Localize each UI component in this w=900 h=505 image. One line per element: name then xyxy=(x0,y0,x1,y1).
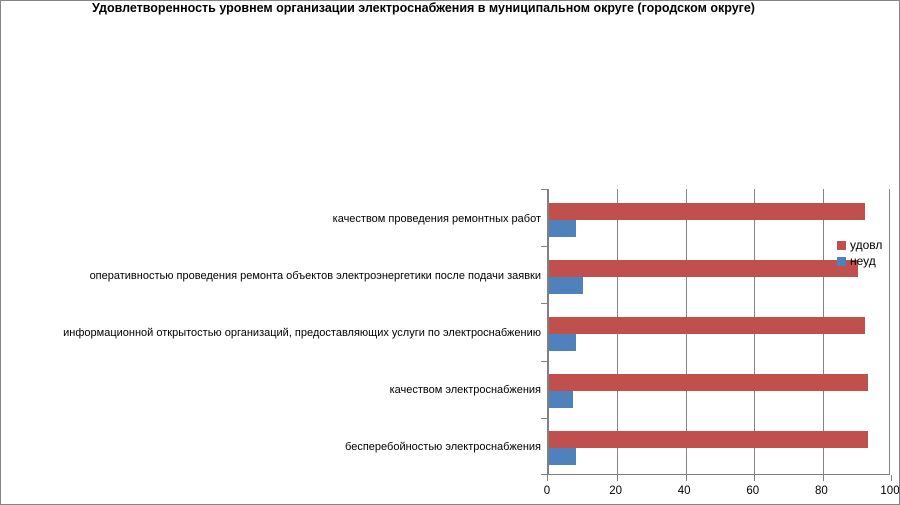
x-axis-tick-20 xyxy=(617,475,619,481)
x-axis-label-80: 80 xyxy=(814,485,828,497)
bar-неуд-category-3 xyxy=(549,333,577,351)
bar-удовл-category-5 xyxy=(549,431,868,449)
x-axis-label-40: 40 xyxy=(677,485,691,497)
x-axis-tick-0 xyxy=(547,475,548,481)
x-axis-label-0: 0 xyxy=(543,485,551,497)
x-axis-label-100: 100 xyxy=(880,485,900,497)
category-axis-tick xyxy=(541,303,548,305)
x-axis-tick-80 xyxy=(822,475,824,481)
category-label-2: оперативностью проведения ремонта объект… xyxy=(89,269,541,282)
plot-area xyxy=(541,189,892,481)
x-axis-tick-60 xyxy=(754,475,756,481)
category-axis-tick xyxy=(541,417,548,419)
category-axis-tick xyxy=(541,474,548,475)
legend-item-удовл: удовл xyxy=(837,237,882,253)
bar-неуд-category-5 xyxy=(549,448,577,466)
bar-неуд-category-1 xyxy=(549,219,577,237)
category-axis-tick xyxy=(541,360,548,362)
bar-неуд-category-4 xyxy=(549,391,573,409)
chart-title: Удовлетворенность уровнем организации эл… xyxy=(92,1,755,15)
x-axis-label-20: 20 xyxy=(609,485,622,497)
bar-удовл-category-4 xyxy=(549,374,868,392)
x-axis-tick-40 xyxy=(685,475,687,481)
legend: удовл неуд xyxy=(837,237,882,269)
legend-label: неуд xyxy=(850,254,876,268)
legend-swatch-icon xyxy=(837,256,846,266)
category-label-4: качеством электроснабжения xyxy=(389,384,541,397)
legend-swatch-icon xyxy=(837,240,846,250)
legend-item-неуд: неуд xyxy=(837,253,882,269)
x-axis-label-60: 60 xyxy=(746,485,760,497)
legend-label: удовл xyxy=(850,238,883,252)
category-label-3: информационной открытостью организаций, … xyxy=(63,326,541,339)
category-label-1: качеством проведения ремонтных работ xyxy=(332,212,541,225)
bar-удовл-category-3 xyxy=(549,316,865,334)
bar-удовл-category-1 xyxy=(549,202,865,220)
category-label-5: бесперебойностью электроснабжения xyxy=(345,441,541,454)
bar-удовл-category-2 xyxy=(549,259,858,277)
x-axis-tick-100 xyxy=(890,475,892,481)
category-axis-tick xyxy=(541,189,548,190)
category-axis-tick xyxy=(541,246,548,248)
bar-неуд-category-2 xyxy=(549,276,584,294)
